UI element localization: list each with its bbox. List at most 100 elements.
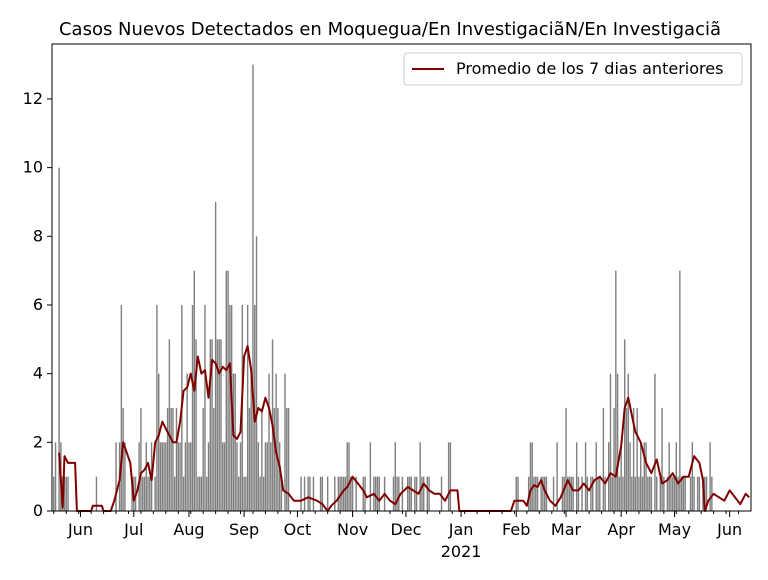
x-tick-label: Jun (716, 520, 742, 539)
bar (428, 477, 429, 511)
bar (533, 477, 534, 511)
bar (347, 442, 348, 511)
bar (122, 408, 123, 511)
y-tick-label: 10 (23, 158, 43, 177)
bar (587, 477, 588, 511)
bar (610, 374, 611, 511)
bar (348, 442, 349, 511)
bar (421, 477, 422, 511)
bar (532, 442, 533, 511)
bar (279, 442, 280, 511)
x-tick-label: Sep (229, 520, 259, 539)
bar (622, 477, 623, 511)
bar (517, 477, 518, 511)
bar (647, 477, 648, 511)
x-tick-label: Feb (502, 520, 530, 539)
bar (338, 477, 339, 511)
bar (66, 477, 67, 511)
x-tick-label: Mar (551, 520, 582, 539)
bar (654, 374, 655, 511)
bar (169, 339, 170, 511)
bar (261, 408, 262, 511)
bar (55, 442, 56, 511)
bar (186, 374, 187, 511)
bar (631, 477, 632, 511)
bar (613, 408, 614, 511)
bar (334, 477, 335, 511)
bar (578, 477, 579, 511)
bar (537, 477, 538, 511)
bar (307, 477, 308, 511)
bar (224, 442, 225, 511)
bar (423, 477, 424, 511)
bar (599, 477, 600, 511)
bar (183, 477, 184, 511)
bar (393, 477, 394, 511)
bar (676, 442, 677, 511)
bar (628, 374, 629, 511)
chart-title: Casos Nuevos Detectados en Moquegua/En I… (59, 19, 721, 40)
bar (309, 477, 310, 511)
bar (144, 477, 145, 511)
bar (667, 477, 668, 511)
bar (343, 477, 344, 511)
bar (363, 477, 364, 511)
x-tick-label: May (658, 520, 691, 539)
bar (204, 305, 205, 511)
bar (427, 477, 428, 511)
bar (565, 408, 566, 511)
bar (265, 442, 266, 511)
bar (693, 477, 694, 511)
bar (683, 477, 684, 511)
bar (304, 477, 305, 511)
bar (535, 477, 536, 511)
bar (240, 442, 241, 511)
bar (352, 477, 353, 511)
bars-layer (53, 65, 713, 511)
bar (414, 477, 415, 511)
x-tick-label: Jan (448, 520, 474, 539)
bar (167, 408, 168, 511)
bar (256, 236, 257, 511)
bar (67, 477, 68, 511)
bar (258, 442, 259, 511)
x-tick-label: Dec (390, 520, 421, 539)
bar (233, 374, 234, 511)
bar (172, 408, 173, 511)
bar (146, 442, 147, 511)
bar (450, 442, 451, 511)
bar (699, 477, 700, 511)
bar (313, 477, 314, 511)
bar (619, 477, 620, 511)
x-tick-label: Nov (337, 520, 368, 539)
bar (252, 65, 253, 511)
bar (158, 374, 159, 511)
bar (640, 442, 641, 511)
bar (156, 305, 157, 511)
bar (585, 442, 586, 511)
bar (345, 477, 346, 511)
bar (162, 442, 163, 511)
bar (147, 477, 148, 511)
bar (226, 271, 227, 511)
bar (179, 442, 180, 511)
bar (274, 408, 275, 511)
bar (636, 408, 637, 511)
bar (411, 477, 412, 511)
bar (679, 271, 680, 511)
bar (370, 442, 371, 511)
bar (206, 477, 207, 511)
bar (441, 477, 442, 511)
bar (222, 442, 223, 511)
bar (238, 477, 239, 511)
bar (249, 408, 250, 511)
bar (530, 442, 531, 511)
legend: Promedio de los 7 dias anteriores (404, 53, 742, 85)
bar (197, 477, 198, 511)
bar (409, 477, 410, 511)
bar (377, 477, 378, 511)
bar (163, 442, 164, 511)
bar (160, 442, 161, 511)
bar (327, 477, 328, 511)
